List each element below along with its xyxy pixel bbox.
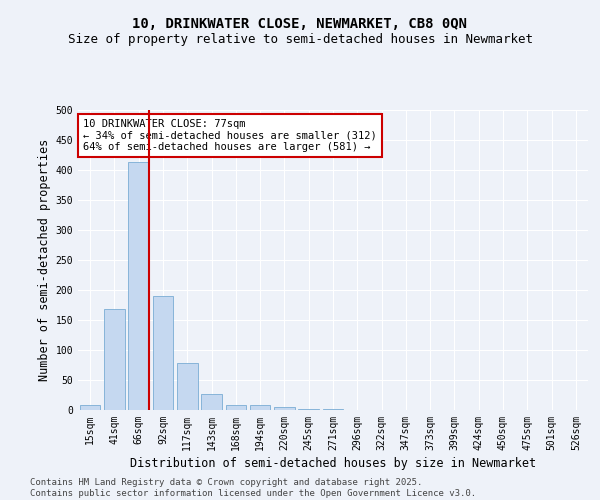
Y-axis label: Number of semi-detached properties: Number of semi-detached properties [38,139,52,381]
Bar [152,296,173,410]
Bar [250,405,271,410]
Bar [80,405,100,410]
Bar [201,394,222,410]
Text: Contains HM Land Registry data © Crown copyright and database right 2025.
Contai: Contains HM Land Registry data © Crown c… [30,478,476,498]
Bar [226,405,246,410]
Text: Size of property relative to semi-detached houses in Newmarket: Size of property relative to semi-detach… [67,32,533,46]
Text: 10 DRINKWATER CLOSE: 77sqm
← 34% of semi-detached houses are smaller (312)
64% o: 10 DRINKWATER CLOSE: 77sqm ← 34% of semi… [83,119,377,152]
Bar [274,407,295,410]
Bar [298,409,319,410]
Text: 10, DRINKWATER CLOSE, NEWMARKET, CB8 0QN: 10, DRINKWATER CLOSE, NEWMARKET, CB8 0QN [133,18,467,32]
X-axis label: Distribution of semi-detached houses by size in Newmarket: Distribution of semi-detached houses by … [130,457,536,470]
Bar [128,162,149,410]
Bar [177,362,197,410]
Bar [104,309,125,410]
